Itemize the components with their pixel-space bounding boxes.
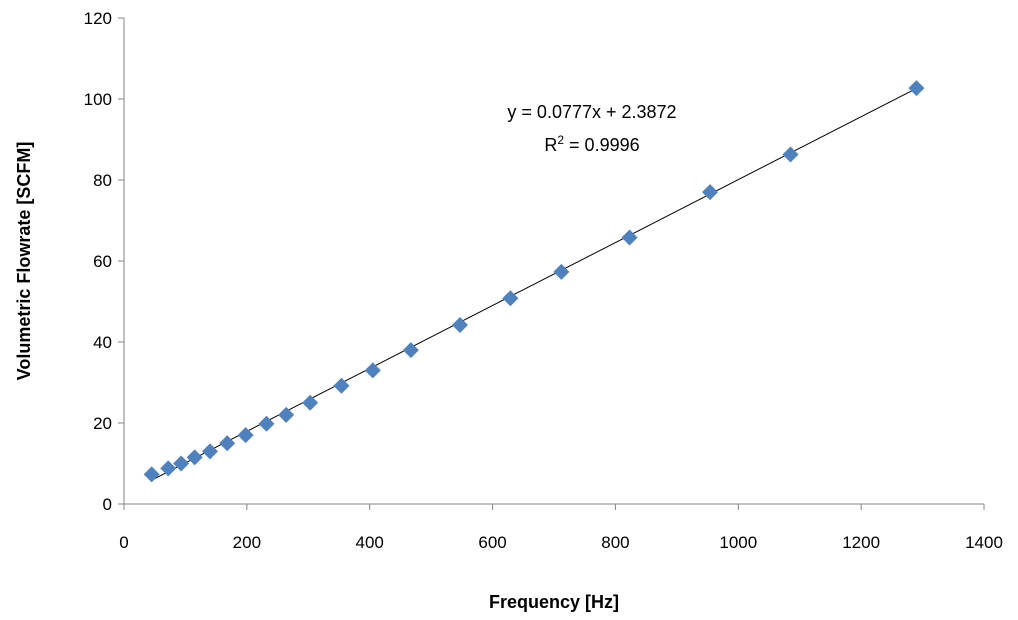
x-tick-label: 1000 xyxy=(719,533,757,552)
x-ticks: 0 200 400 600 800 1000 1200 1400 xyxy=(119,504,1003,552)
y-tick-label: 20 xyxy=(93,414,112,433)
r-squared-superscript: 2 xyxy=(557,133,564,147)
data-point xyxy=(237,427,254,444)
y-tick-label: 60 xyxy=(93,252,112,271)
data-point xyxy=(173,455,190,472)
data-point xyxy=(908,80,925,97)
trendline-equation: y = 0.0777x + 2.3872 xyxy=(507,102,676,122)
data-point xyxy=(302,394,319,411)
data-point xyxy=(219,435,236,452)
data-point xyxy=(502,290,519,307)
data-point xyxy=(186,449,203,466)
data-point xyxy=(452,316,469,333)
data-point xyxy=(333,377,350,394)
x-tick-label: 1400 xyxy=(965,533,1003,552)
y-tick-label: 80 xyxy=(93,171,112,190)
x-tick-label: 400 xyxy=(356,533,384,552)
data-point xyxy=(278,406,295,423)
y-tick-label: 0 xyxy=(103,495,112,514)
x-tick-label: 800 xyxy=(601,533,629,552)
x-tick-label: 200 xyxy=(233,533,261,552)
y-tick-label: 120 xyxy=(84,9,112,28)
data-point xyxy=(621,229,638,246)
r-squared-prefix: R xyxy=(544,135,557,155)
data-point xyxy=(402,342,419,359)
data-point xyxy=(782,146,799,163)
data-point xyxy=(364,362,381,379)
r-squared-label: R2 = 0.9996 xyxy=(544,133,639,155)
axes xyxy=(123,18,984,505)
x-tick-label: 1200 xyxy=(842,533,880,552)
r-squared-value: = 0.9996 xyxy=(564,135,640,155)
data-point xyxy=(160,460,177,477)
data-point xyxy=(258,415,275,432)
data-point xyxy=(702,184,719,201)
data-point xyxy=(143,466,160,483)
x-axis-title: Frequency [Hz] xyxy=(489,592,619,612)
y-tick-label: 100 xyxy=(84,90,112,109)
y-axis-title: Volumetric Flowrate [SCFM] xyxy=(14,142,34,381)
data-point xyxy=(202,443,218,460)
x-tick-label: 600 xyxy=(478,533,506,552)
data-point xyxy=(553,263,570,280)
y-tick-label: 40 xyxy=(93,333,112,352)
x-tick-label: 0 xyxy=(119,533,128,552)
data-points xyxy=(143,80,925,483)
y-ticks: 0 20 40 60 80 100 120 xyxy=(84,9,124,514)
